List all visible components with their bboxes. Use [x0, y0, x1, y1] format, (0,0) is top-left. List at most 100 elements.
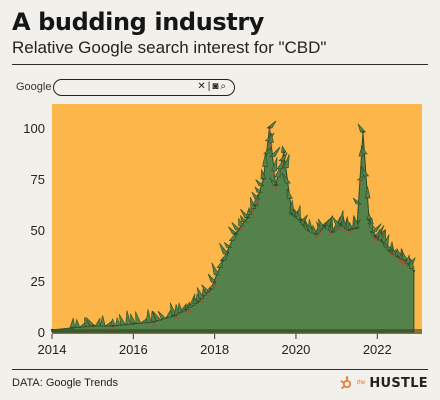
bud-dot: [329, 232, 332, 235]
bud-dot: [269, 144, 273, 147]
data-point: [209, 288, 212, 291]
leaf-spike: [228, 229, 239, 241]
bud-dot: [358, 181, 362, 185]
header-divider: [12, 64, 428, 65]
leaf-spike: [251, 191, 261, 200]
leaf-spike: [211, 262, 220, 276]
data-point: [91, 324, 94, 328]
leaf-spike: [263, 147, 272, 154]
y-axis: 0 25 50 75 100: [23, 121, 45, 340]
leaf-spike: [364, 186, 371, 199]
data-point: [315, 232, 318, 236]
data-point: [274, 183, 277, 187]
x-tick-label: 2016: [119, 342, 148, 357]
search-bar: ✕|◙⌕: [53, 79, 235, 96]
data-point: [185, 308, 188, 311]
leaf-spike: [361, 166, 370, 177]
close-icon: ✕: [197, 81, 208, 92]
leaf-spike: [286, 188, 293, 199]
data-point: [221, 259, 224, 262]
leaf-spike: [240, 214, 248, 223]
data-point: [290, 212, 294, 215]
leaf-spike: [152, 310, 162, 321]
bud-dot: [268, 129, 271, 133]
data-point: [268, 126, 271, 130]
bud-dot: [272, 172, 276, 176]
bud-dot: [337, 227, 340, 231]
data-point: [380, 239, 383, 242]
data-point: [254, 204, 257, 207]
bud-dot: [152, 323, 155, 327]
data-point: [347, 228, 350, 232]
bud-dot: [200, 300, 203, 303]
leaf-spike: [99, 315, 106, 327]
y-tick-label: 0: [38, 325, 45, 340]
data-point: [374, 234, 377, 238]
brand-prefix: the: [357, 380, 366, 386]
data-point: [412, 269, 416, 272]
data-point: [361, 130, 365, 134]
leaf-spike: [278, 152, 288, 161]
leaf-spike: [94, 317, 101, 327]
leaf-spike: [282, 154, 290, 169]
leaf-spike: [238, 217, 245, 227]
source-label: DATA: Google Trends: [12, 377, 118, 389]
data-point: [71, 326, 74, 330]
leaf-spike: [145, 309, 152, 323]
leaf-spike: [281, 173, 291, 184]
leaf-spike: [192, 296, 199, 304]
leaf-spike: [254, 186, 263, 193]
bud-dot: [400, 260, 404, 263]
divider-icon: |: [207, 81, 213, 92]
data-point: [307, 228, 310, 232]
bud-dot: [252, 210, 255, 213]
data-point: [367, 218, 371, 221]
leaf-spike: [231, 222, 242, 231]
leaf-spike: [201, 284, 211, 293]
y-tick-label: 75: [31, 172, 45, 187]
y-tick-label: 100: [23, 121, 45, 136]
bud-dot: [315, 235, 318, 239]
data-point: [172, 314, 176, 317]
data-point: [396, 255, 399, 258]
leaf-spike: [274, 166, 281, 178]
search-icon: ⌕: [220, 81, 228, 92]
data-point: [388, 249, 391, 252]
leaf-spike: [223, 241, 233, 248]
bud-dot: [206, 293, 209, 297]
leaf-spike: [135, 311, 142, 324]
bud-dot: [402, 261, 406, 264]
hubspot-sprocket-icon: [340, 376, 352, 390]
camera-icon: ◙: [212, 81, 221, 92]
data-point: [197, 300, 200, 303]
search-bar-icons: ✕|◙⌕: [197, 80, 228, 94]
leaf-spike: [216, 259, 223, 268]
leaf-spike: [408, 258, 415, 269]
plant-series: [50, 120, 422, 334]
plant-base: [52, 329, 422, 334]
leaf-spike: [219, 242, 229, 255]
leaf-spike: [262, 152, 268, 167]
data-point: [339, 222, 342, 226]
bud-dot: [398, 259, 401, 262]
leaf-spike: [118, 314, 127, 326]
leaf-spike: [74, 318, 81, 328]
leaf-spike: [269, 146, 281, 157]
data-point: [355, 226, 359, 230]
chart-title: A budding industry: [12, 8, 265, 36]
data-point: [331, 230, 334, 234]
data-point: [262, 177, 265, 181]
brand-name: HUSTLE: [369, 375, 428, 391]
bud-dot: [212, 283, 215, 287]
bud-dot: [187, 309, 191, 312]
bud-dot: [280, 162, 284, 165]
bud-dot: [319, 231, 322, 235]
leaf-spike: [352, 197, 362, 205]
leaf-spike: [255, 179, 265, 186]
bud-dot: [274, 186, 277, 190]
x-tick-label: 2020: [281, 342, 310, 357]
leaf-spike: [317, 218, 326, 229]
data-point: [282, 151, 285, 154]
x-tick-label: 2014: [38, 342, 67, 357]
